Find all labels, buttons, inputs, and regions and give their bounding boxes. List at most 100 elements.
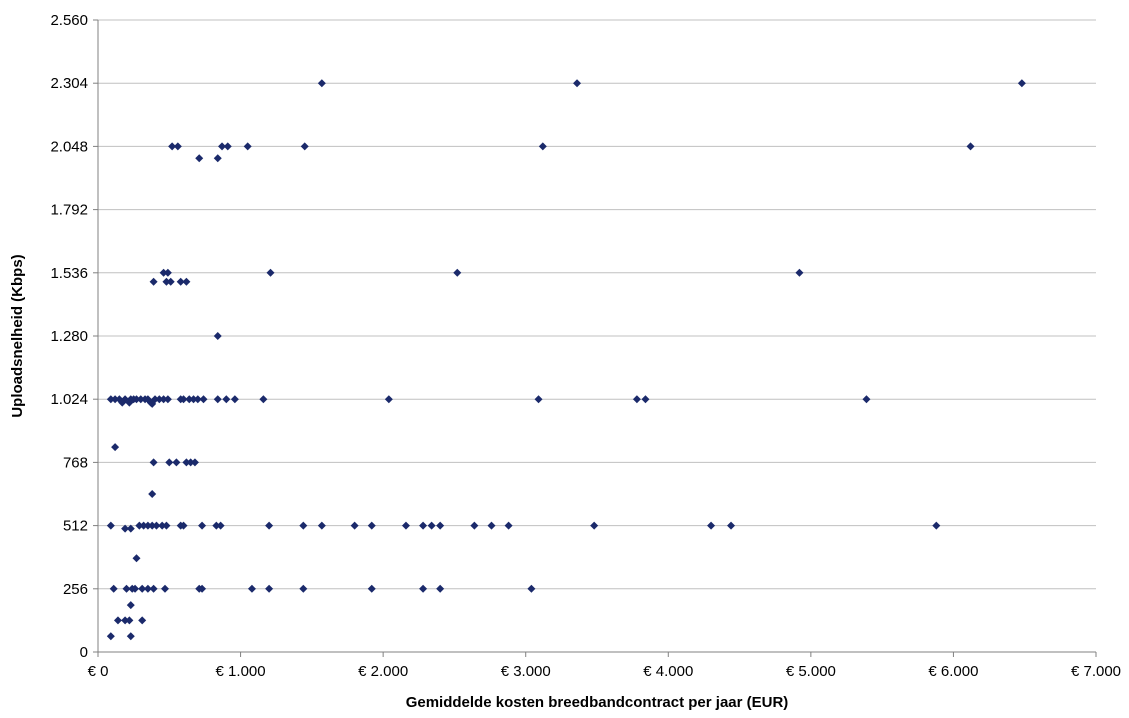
data-point [350, 521, 359, 530]
y-tick-label: 2.560 [50, 12, 88, 29]
x-tick-label: € 6.000 [928, 663, 978, 680]
data-point [138, 616, 147, 625]
data-point [534, 395, 543, 404]
data-point [149, 277, 158, 286]
y-tick-label: 1.280 [50, 328, 88, 345]
data-point [161, 584, 170, 593]
data-point [222, 395, 231, 404]
data-point [300, 142, 309, 151]
data-point [401, 521, 410, 530]
data-point [121, 524, 130, 533]
data-point [590, 521, 599, 530]
data-point [176, 277, 185, 286]
data-point [143, 584, 152, 593]
data-point [179, 395, 188, 404]
data-point [106, 632, 115, 641]
data-point [182, 277, 191, 286]
data-point [109, 584, 118, 593]
x-tick-label: € 5.000 [786, 663, 836, 680]
data-point [862, 395, 871, 404]
data-point [159, 395, 168, 404]
data-points [106, 79, 1026, 641]
data-point [419, 521, 428, 530]
data-point [487, 521, 496, 530]
data-point [135, 521, 144, 530]
data-point [143, 521, 152, 530]
data-point [155, 395, 164, 404]
x-tick-labels: € 0 € 1.000 € 2.000 € 3.000 € 4.000 € 5.000 € … [88, 663, 1121, 680]
y-tick-label: 1.792 [50, 202, 88, 219]
data-point [152, 521, 161, 530]
y-tick-label: 768 [63, 454, 88, 471]
data-point [198, 584, 207, 593]
data-point [727, 521, 736, 530]
data-point [122, 584, 131, 593]
data-point [212, 521, 221, 530]
y-tick-label: 0 [80, 644, 88, 661]
data-point [172, 458, 181, 467]
data-point [213, 395, 222, 404]
data-point [213, 332, 222, 340]
data-point [317, 521, 326, 530]
data-point [427, 521, 436, 530]
x-tick-label: € 3.000 [501, 663, 551, 680]
data-point [136, 395, 145, 404]
data-point [436, 521, 445, 530]
data-point [1017, 79, 1026, 88]
data-point [165, 458, 174, 467]
data-point [384, 395, 393, 404]
data-point [259, 395, 268, 404]
data-point [148, 490, 157, 498]
data-point [126, 524, 135, 533]
data-point [163, 268, 172, 277]
data-point [126, 632, 135, 641]
data-point [419, 584, 428, 593]
data-point [139, 521, 148, 530]
axes [93, 19, 1097, 657]
data-point [132, 395, 141, 404]
data-point [163, 395, 172, 404]
y-tick-label: 1.536 [50, 265, 88, 282]
data-point [641, 395, 650, 404]
data-point [367, 584, 376, 593]
y-tick-label: 2.304 [50, 75, 88, 92]
data-point [106, 521, 115, 530]
data-point [149, 584, 158, 593]
data-point [179, 521, 188, 530]
data-point [932, 521, 941, 530]
data-point [795, 268, 804, 277]
data-point [265, 584, 274, 593]
data-point [149, 458, 158, 467]
data-point [138, 584, 147, 593]
data-point [182, 458, 191, 467]
data-point [504, 521, 513, 530]
data-point [126, 601, 135, 610]
x-tick-label: € 0 [88, 663, 109, 680]
data-point [527, 584, 536, 593]
x-tick-label: € 2.000 [358, 663, 408, 680]
data-point [125, 616, 134, 625]
data-point [106, 395, 115, 404]
data-point [125, 398, 134, 407]
data-point [453, 268, 462, 277]
data-point [199, 395, 208, 404]
y-tick-labels: 0 256 512 768 1.024 1.280 1.536 1.792 2.048 2.304… [50, 12, 88, 661]
data-point [173, 142, 182, 151]
y-tick-label: 2.048 [50, 138, 88, 155]
data-point [162, 521, 171, 530]
data-point [185, 395, 194, 404]
data-point [118, 398, 127, 407]
data-point [367, 521, 376, 530]
y-tick-label: 256 [63, 581, 88, 598]
data-point [132, 554, 141, 563]
data-point [247, 584, 256, 593]
y-tick-label: 512 [63, 518, 88, 535]
data-point [573, 79, 582, 88]
data-point [111, 443, 120, 452]
data-point [243, 142, 252, 151]
data-point [159, 268, 168, 277]
data-point [436, 584, 445, 593]
data-point [470, 521, 479, 530]
data-point [966, 142, 975, 151]
